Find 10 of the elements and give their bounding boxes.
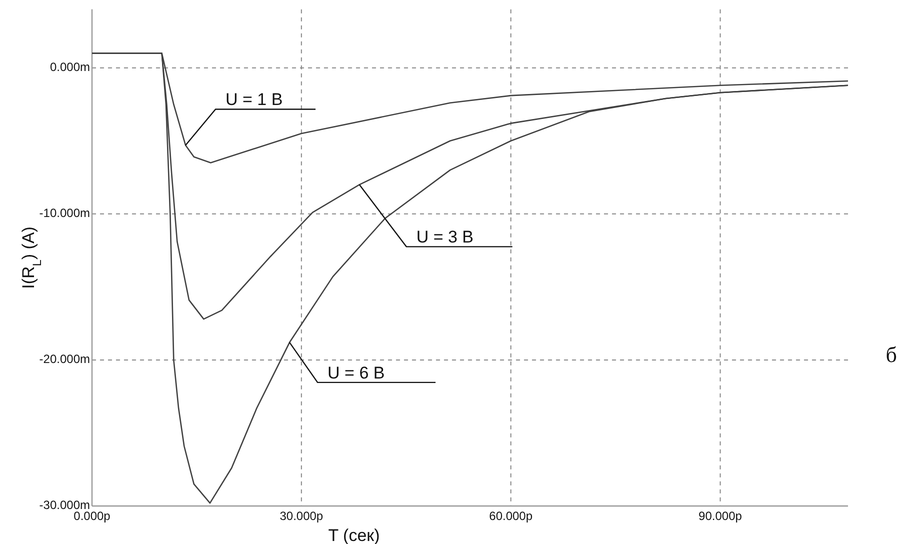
x-tick-label: 90.000p [698,509,742,523]
y-tick-label: -20.000m [39,352,90,366]
annotation: U = 6 В [328,363,385,382]
y-tick-label: -10.000m [39,206,90,220]
text: б [886,342,897,367]
x-tick-label: 60.000p [489,509,533,523]
x-tick-label: 30.000p [280,509,324,523]
y-tick-label: 0.000m [50,60,90,74]
annotation: U = 3 В [416,228,474,247]
annotation: U = 1 В [226,90,283,110]
